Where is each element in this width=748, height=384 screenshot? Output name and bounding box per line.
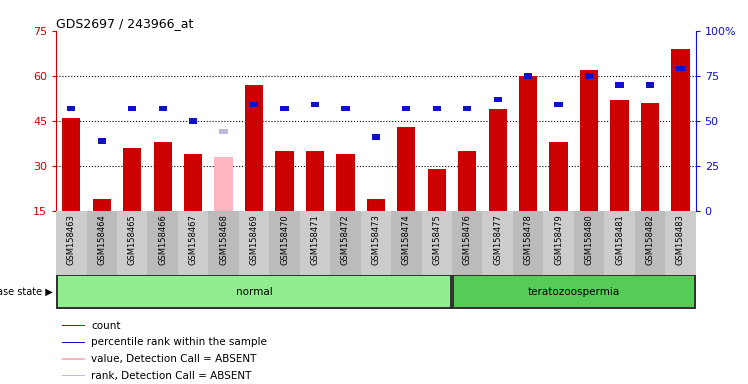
Bar — [341, 106, 349, 111]
Text: GSM158474: GSM158474 — [402, 214, 411, 265]
Bar — [239, 211, 269, 275]
Bar — [616, 82, 624, 88]
Bar — [604, 211, 635, 275]
Bar — [513, 211, 543, 275]
Bar — [453, 276, 694, 307]
Text: GDS2697 / 243966_at: GDS2697 / 243966_at — [56, 17, 194, 30]
Bar — [63, 375, 85, 376]
Bar — [275, 151, 294, 211]
Bar — [610, 100, 628, 211]
Bar — [488, 109, 507, 211]
Bar — [361, 211, 391, 275]
Bar — [311, 102, 319, 108]
Text: value, Detection Call = ABSENT: value, Detection Call = ABSENT — [91, 354, 257, 364]
Bar — [391, 211, 422, 275]
Text: GSM158483: GSM158483 — [676, 214, 685, 265]
Text: GSM158475: GSM158475 — [432, 214, 441, 265]
Bar — [671, 49, 690, 211]
Bar — [580, 70, 598, 211]
Bar — [87, 211, 117, 275]
Bar — [432, 106, 441, 111]
Bar — [63, 342, 85, 343]
Bar — [128, 106, 136, 111]
Text: count: count — [91, 321, 121, 331]
Bar — [452, 211, 482, 275]
Bar — [56, 211, 87, 275]
Text: GSM158471: GSM158471 — [310, 214, 319, 265]
Text: GSM158463: GSM158463 — [67, 214, 76, 265]
Text: rank, Detection Call = ABSENT: rank, Detection Call = ABSENT — [91, 371, 251, 381]
Bar — [641, 103, 659, 211]
Bar — [585, 73, 593, 79]
Text: GSM158479: GSM158479 — [554, 214, 563, 265]
Text: GSM158477: GSM158477 — [493, 214, 502, 265]
Bar — [367, 199, 385, 211]
Bar — [635, 211, 665, 275]
Bar — [482, 211, 513, 275]
Bar — [219, 129, 227, 134]
Bar — [676, 66, 684, 71]
Bar — [153, 142, 172, 211]
Bar — [574, 211, 604, 275]
Bar — [67, 106, 76, 111]
Text: GSM158480: GSM158480 — [584, 214, 594, 265]
Bar — [665, 211, 696, 275]
Bar — [372, 134, 380, 140]
Bar — [428, 169, 446, 211]
Bar — [269, 211, 300, 275]
Bar — [554, 102, 562, 108]
Bar — [184, 154, 202, 211]
Text: GSM158467: GSM158467 — [188, 214, 197, 265]
Text: normal: normal — [236, 287, 272, 297]
Bar — [62, 118, 81, 211]
Bar — [58, 276, 450, 307]
Bar — [250, 102, 258, 108]
Bar — [215, 157, 233, 211]
Bar — [458, 151, 476, 211]
Bar — [337, 154, 355, 211]
Bar — [402, 106, 411, 111]
Bar — [519, 76, 537, 211]
Text: GSM158476: GSM158476 — [463, 214, 472, 265]
Bar — [123, 148, 141, 211]
Text: GSM158481: GSM158481 — [615, 214, 624, 265]
Text: disease state ▶: disease state ▶ — [0, 287, 52, 297]
Text: GSM158466: GSM158466 — [158, 214, 168, 265]
Bar — [159, 106, 167, 111]
Bar — [646, 82, 654, 88]
Bar — [245, 85, 263, 211]
Bar — [300, 211, 330, 275]
Text: GSM158469: GSM158469 — [250, 214, 259, 265]
Bar — [280, 106, 289, 111]
Bar — [543, 211, 574, 275]
Text: teratozoospermia: teratozoospermia — [527, 287, 620, 297]
Text: GSM158465: GSM158465 — [128, 214, 137, 265]
Bar — [63, 358, 85, 360]
Bar — [63, 325, 85, 326]
Bar — [117, 211, 147, 275]
Text: GSM158464: GSM158464 — [97, 214, 106, 265]
Bar — [209, 211, 239, 275]
Bar — [330, 211, 361, 275]
Bar — [93, 199, 111, 211]
Bar — [397, 127, 415, 211]
Text: GSM158468: GSM158468 — [219, 214, 228, 265]
Bar — [494, 97, 502, 102]
Bar — [306, 151, 324, 211]
Bar — [178, 211, 209, 275]
Text: GSM158470: GSM158470 — [280, 214, 289, 265]
Bar — [524, 73, 533, 79]
Bar — [98, 138, 106, 144]
Text: percentile rank within the sample: percentile rank within the sample — [91, 338, 267, 348]
Bar — [147, 211, 178, 275]
Text: GSM158472: GSM158472 — [341, 214, 350, 265]
Text: GSM158478: GSM158478 — [524, 214, 533, 265]
Bar — [550, 142, 568, 211]
Text: GSM158473: GSM158473 — [371, 214, 381, 265]
Bar — [422, 211, 452, 275]
Bar — [189, 118, 197, 124]
Text: GSM158482: GSM158482 — [646, 214, 654, 265]
Bar — [463, 106, 471, 111]
